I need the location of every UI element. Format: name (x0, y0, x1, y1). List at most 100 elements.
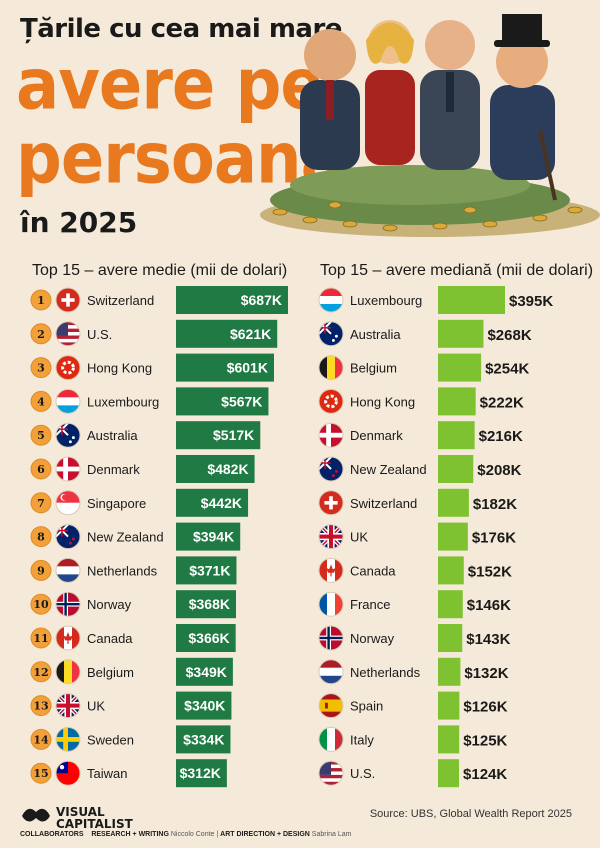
bar (176, 556, 237, 585)
value-label: $349K (186, 664, 227, 680)
value-label: $517K (213, 427, 254, 443)
country-label: Taiwan (87, 766, 127, 781)
country-label: Luxembourg (87, 394, 159, 409)
flag-uk-icon (319, 524, 343, 549)
left-row-belgium: 12 Belgium $349K (30, 657, 233, 686)
rank-badge (30, 762, 52, 784)
flag-hong-kong-icon (56, 355, 80, 380)
value-label: $395K (509, 293, 553, 310)
flag-hong-kong-icon (319, 389, 343, 414)
rank-number: 7 (37, 497, 45, 510)
left-row-norway: 10 Norway $368K (30, 590, 236, 619)
country-label: Australia (87, 428, 138, 443)
country-label: New Zealand (87, 530, 164, 545)
left-row-australia: 5 Australia $517K (30, 421, 261, 450)
rank-number: 11 (33, 632, 48, 645)
bar (438, 488, 469, 517)
flag-new-zealand-icon (319, 457, 343, 481)
bar (176, 286, 288, 314)
left-row-denmark: 6 Denmark $482K (30, 455, 255, 483)
right-row-france: France $146K (318, 590, 511, 619)
value-label: $125K (463, 732, 507, 749)
value-label: $312K (180, 765, 221, 781)
value-label: $442K (201, 495, 242, 511)
title-line-2: avere pe (16, 44, 324, 126)
value-label: $182K (473, 496, 517, 513)
country-label: Hong Kong (350, 394, 415, 409)
bar (438, 657, 461, 686)
flag-belgium-icon (319, 355, 343, 380)
rank-badge (30, 458, 52, 480)
bar (438, 455, 474, 483)
country-label: Norway (87, 597, 132, 612)
bar (438, 691, 460, 720)
bar (438, 286, 505, 314)
value-label: $567K (221, 393, 262, 409)
bar (176, 488, 249, 517)
value-label: $340K (184, 698, 225, 714)
value-label: $176K (472, 530, 516, 547)
logo-line-1: VISUAL (56, 805, 105, 819)
value-label: $368K (189, 596, 230, 612)
bar (438, 624, 463, 652)
country-label: Hong Kong (87, 361, 152, 376)
wealthy-people-illustration (260, 14, 600, 237)
right-row-uk: UK $176K (318, 522, 516, 551)
value-label: $687K (241, 292, 282, 308)
value-label: $132K (464, 665, 508, 682)
rank-number: 12 (33, 666, 48, 679)
value-label: $394K (193, 529, 234, 545)
right-row-luxembourg: Luxembourg $395K (318, 286, 553, 314)
country-label: New Zealand (350, 462, 427, 477)
value-label: $146K (467, 597, 511, 614)
research-name: Niccolo Conte (170, 831, 215, 838)
rank-badge (30, 695, 52, 717)
country-label: Netherlands (350, 665, 421, 680)
bar (438, 522, 468, 551)
right-row-italy: Italy $125K (318, 725, 508, 754)
value-label: $143K (466, 631, 510, 648)
value-label: $126K (463, 699, 507, 716)
flag-luxembourg-icon (56, 389, 80, 414)
rank-badge (30, 728, 52, 750)
rank-badge (30, 559, 52, 581)
country-label: U.S. (350, 766, 375, 781)
country-label: Spain (350, 699, 383, 714)
flag-spain-icon (319, 693, 343, 718)
flag-france-icon (319, 592, 343, 617)
country-label: Netherlands (87, 563, 158, 578)
rank-badge (30, 390, 52, 412)
bar (176, 319, 278, 348)
right-panel-title: Top 15 – avere mediană (mii de dolari) (320, 262, 594, 279)
right-row-switzerland: Switzerland $182K (318, 488, 517, 517)
value-label: $152K (468, 563, 512, 580)
rank-number: 3 (37, 362, 45, 375)
bar (438, 759, 460, 788)
credit-separator: | (216, 831, 219, 838)
flag-switzerland-icon (319, 490, 343, 515)
country-label: Belgium (350, 361, 397, 376)
rank-badge (30, 627, 52, 649)
country-label: UK (87, 699, 105, 714)
value-label: $366K (188, 630, 229, 646)
bar (438, 556, 464, 585)
flag-italy-icon (319, 727, 343, 752)
flag-switzerland-icon (56, 288, 80, 312)
country-label: Canada (87, 631, 133, 646)
left-row-new-zealand: 8 New Zealand $394K (30, 522, 241, 551)
flag-denmark-icon (319, 423, 343, 448)
bar (438, 725, 460, 754)
flag-sweden-icon (56, 727, 80, 752)
country-label: France (350, 597, 390, 612)
flag-u-s-icon (56, 321, 80, 346)
value-label: $371K (189, 562, 230, 578)
rank-number: 8 (37, 531, 45, 544)
source-note: Source: UBS, Global Wealth Report 2025 (369, 808, 572, 820)
flag-netherlands-icon (56, 558, 80, 583)
rank-number: 6 (37, 463, 45, 476)
right-row-denmark: Denmark $216K (318, 421, 523, 450)
bar (176, 657, 233, 686)
left-row-sweden: 14 Sweden $334K (30, 725, 231, 754)
country-label: Belgium (87, 665, 134, 680)
rank-badge (30, 424, 52, 446)
